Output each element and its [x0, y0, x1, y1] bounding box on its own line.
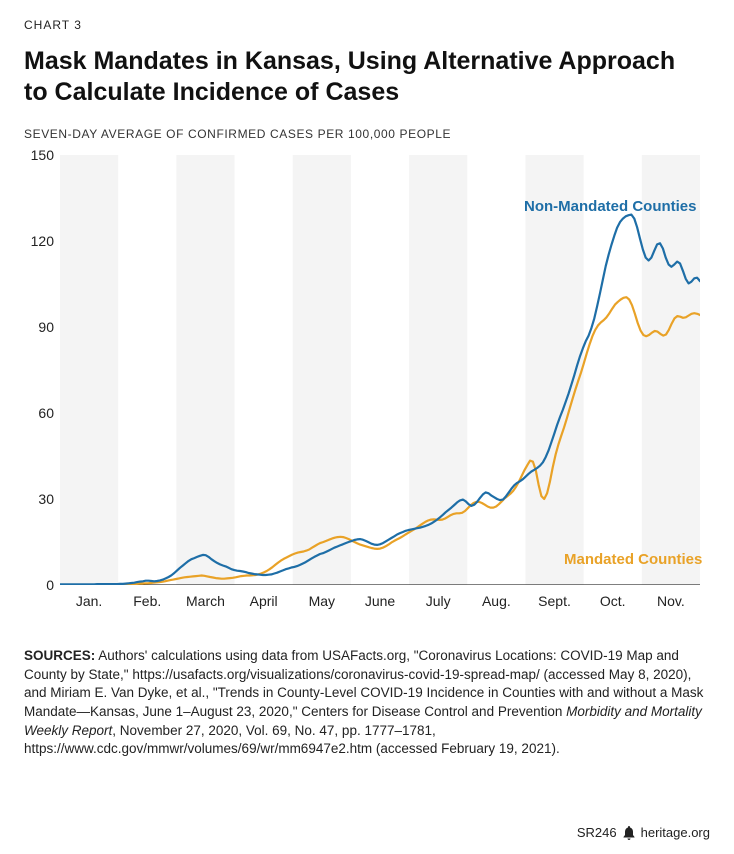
footer-site: heritage.org — [641, 825, 710, 840]
x-axis-tick: Jan. — [76, 593, 102, 609]
footer: SR246 heritage.org — [577, 825, 710, 840]
x-axis-tick: March — [186, 593, 225, 609]
x-axis-tick: Oct. — [600, 593, 626, 609]
sources-text: SOURCES: Authors' calculations using dat… — [24, 647, 710, 759]
title-line-1: Mask Mandates in Kansas, Using Alternati… — [24, 47, 675, 75]
y-axis-tick: 30 — [24, 491, 54, 507]
series-label-non-mandated: Non-Mandated Counties — [524, 198, 697, 215]
x-axis-tick: May — [309, 593, 335, 609]
footer-code: SR246 — [577, 825, 617, 840]
title-line-2: to Calculate Incidence of Cases — [24, 78, 399, 106]
sources-prefix: SOURCES: — [24, 648, 95, 663]
x-axis-tick: July — [426, 593, 451, 609]
chart-number-label: CHART 3 — [24, 18, 710, 32]
x-axis-tick: Aug. — [482, 593, 511, 609]
series-label-mandated: Mandated Counties — [564, 551, 702, 568]
x-axis-tick: June — [365, 593, 395, 609]
chart-title: Mask Mandates in Kansas, Using Alternati… — [24, 46, 710, 107]
bell-icon — [623, 826, 635, 840]
x-axis-tick: April — [250, 593, 278, 609]
y-axis-tick: 0 — [24, 577, 54, 593]
chart-svg — [60, 155, 700, 585]
x-axis-tick: Feb. — [133, 593, 161, 609]
y-axis-tick: 150 — [24, 147, 54, 163]
chart-container: 0 30 60 90 120 150 Jan. Feb. March April May June J… — [24, 149, 710, 629]
x-axis-tick: Nov. — [657, 593, 685, 609]
y-axis-tick: 90 — [24, 319, 54, 335]
chart-subtitle: SEVEN-DAY AVERAGE OF CONFIRMED CASES PER… — [24, 127, 710, 141]
plot-area — [60, 155, 700, 585]
y-axis-tick: 60 — [24, 405, 54, 421]
x-axis-tick: Sept. — [538, 593, 571, 609]
y-axis-tick: 120 — [24, 233, 54, 249]
